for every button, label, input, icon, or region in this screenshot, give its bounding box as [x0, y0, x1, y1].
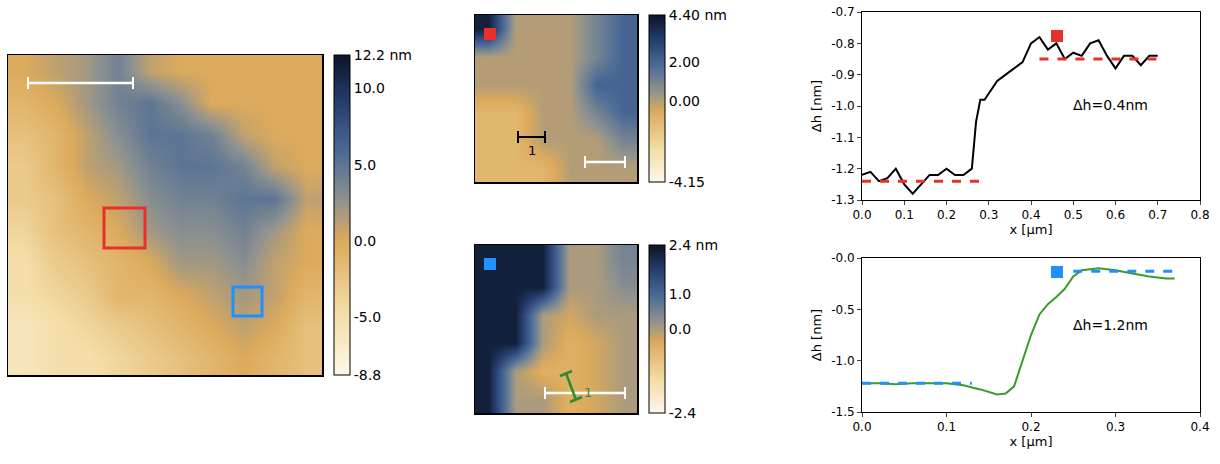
svg-text:-4.15: -4.15: [669, 174, 705, 190]
svg-text:0.4: 0.4: [1021, 208, 1040, 222]
svg-text:1.0: 1.0: [669, 286, 691, 302]
svg-text:-2.4: -2.4: [669, 405, 696, 421]
svg-text:x [μm]: x [μm]: [1010, 222, 1053, 237]
svg-text:Δh=1.2nm: Δh=1.2nm: [1073, 317, 1148, 333]
svg-text:-1.0: -1.0: [831, 99, 854, 113]
svg-text:0.8: 0.8: [1190, 208, 1209, 222]
svg-text:0.3: 0.3: [1106, 420, 1125, 434]
svg-text:1: 1: [528, 143, 536, 158]
svg-text:0.0: 0.0: [354, 233, 376, 249]
svg-text:0.5: 0.5: [1064, 208, 1083, 222]
svg-text:0.0: 0.0: [852, 208, 871, 222]
svg-text:0.0: 0.0: [669, 321, 691, 337]
svg-text:-1.3: -1.3: [831, 193, 854, 207]
svg-text:-1.1: -1.1: [831, 131, 854, 145]
svg-text:0.7: 0.7: [1148, 208, 1167, 222]
svg-text:-5.0: -5.0: [354, 309, 381, 325]
svg-text:-8.8: -8.8: [354, 367, 381, 383]
svg-text:0.1: 0.1: [895, 208, 914, 222]
svg-text:-0.5: -0.5: [831, 303, 854, 317]
svg-text:Δh=0.4nm: Δh=0.4nm: [1073, 97, 1148, 113]
svg-text:Δh [nm]: Δh [nm]: [809, 80, 824, 132]
svg-text:0.0: 0.0: [852, 420, 871, 434]
svg-text:-0.7: -0.7: [831, 5, 854, 19]
svg-text:4.40 nm: 4.40 nm: [669, 7, 727, 23]
svg-text:2.4 nm: 2.4 nm: [669, 237, 718, 253]
svg-text:-1.2: -1.2: [831, 162, 854, 176]
svg-text:-0.9: -0.9: [831, 68, 854, 82]
svg-text:10.0: 10.0: [354, 80, 385, 96]
svg-text:-0.0: -0.0: [831, 251, 854, 265]
svg-text:2.00: 2.00: [669, 54, 700, 70]
svg-text:x [μm]: x [μm]: [1010, 434, 1053, 449]
svg-text:12.2 nm: 12.2 nm: [354, 47, 412, 63]
svg-text:-1.5: -1.5: [831, 405, 854, 419]
svg-text:0.2: 0.2: [937, 208, 956, 222]
svg-text:0.00: 0.00: [669, 93, 700, 109]
svg-text:-0.8: -0.8: [831, 37, 854, 51]
svg-text:-1.0: -1.0: [831, 354, 854, 368]
svg-text:0.3: 0.3: [979, 208, 998, 222]
svg-text:5.0: 5.0: [354, 157, 376, 173]
svg-text:0.2: 0.2: [1021, 420, 1040, 434]
svg-text:0.6: 0.6: [1106, 208, 1125, 222]
svg-text:0.1: 0.1: [937, 420, 956, 434]
svg-text:1: 1: [584, 385, 592, 400]
svg-text:0.4: 0.4: [1190, 420, 1209, 434]
svg-text:Δh [nm]: Δh [nm]: [809, 309, 824, 361]
